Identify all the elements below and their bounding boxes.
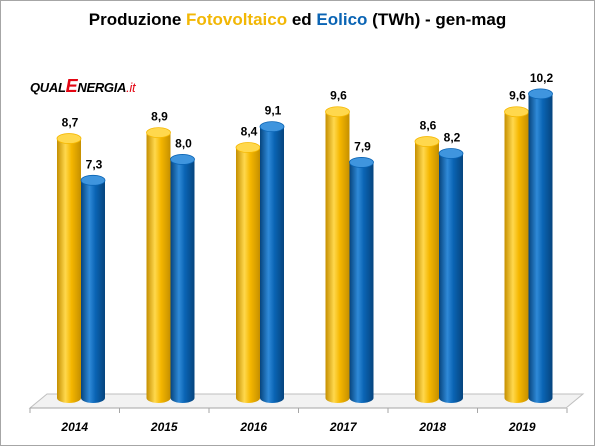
bar-top-pv-2014 [56,133,82,144]
bar-pv-2014 [57,138,81,403]
x-tick-label-2015: 2015 [150,420,178,434]
bar-pv-2015 [146,132,171,404]
value-label-wind-2018: 8,2 [444,130,461,144]
bar-wind-2018 [439,153,463,403]
bar-wind-2014 [81,180,105,403]
qualenergia-logo: QUALENERGIA.it [30,76,136,96]
bar-wind-2019 [528,93,553,403]
value-label-pv-2015: 8,9 [151,110,168,124]
value-label-wind-2017: 7,9 [354,139,371,153]
bar-top-pv-2019 [504,106,529,118]
title-period: - gen-mag [420,10,507,29]
bar-pv-2018 [415,141,439,403]
value-label-wind-2016: 9,1 [265,104,282,118]
title-unit: (TWh) [367,10,421,29]
title-wind: Eolico [316,10,368,29]
bar-top-wind-2017 [349,157,374,168]
value-label-wind-2015: 8,0 [175,136,192,150]
x-tick-label-2016: 2016 [239,420,267,434]
bar-top-pv-2016 [235,142,261,153]
value-label-pv-2016: 8,4 [241,125,258,139]
chart-title: Produzione Fotovoltaico ed Eolico (TWh) … [0,10,595,30]
bar-wind-2017 [349,162,374,403]
title-pv: Fotovoltaico [186,10,288,29]
x-tick-label-2019: 2019 [508,420,536,434]
bar-pv-2016 [236,147,260,403]
x-tick-label-2014: 2014 [60,420,88,434]
bar-top-wind-2018 [438,148,464,159]
value-label-wind-2019: 10,2 [530,71,554,85]
value-label-wind-2014: 7,3 [86,157,103,171]
bar-top-pv-2015 [146,127,171,139]
bar-top-wind-2015 [170,154,195,165]
bar-wind-2016 [260,126,284,404]
title-text-1: Produzione [88,10,187,29]
bar-pv-2019 [504,111,529,403]
bar-top-wind-2016 [259,121,285,133]
x-tick-label-2017: 2017 [329,420,358,434]
bar-top-pv-2017 [325,106,350,118]
bar-pv-2017 [325,111,350,403]
bar-top-wind-2019 [528,88,553,100]
value-label-pv-2017: 9,6 [330,89,347,103]
bar-wind-2015 [170,159,195,403]
value-label-pv-2014: 8,7 [62,116,79,130]
bar-top-wind-2014 [80,174,106,186]
bar-top-pv-2018 [414,136,440,147]
x-tick-label-2018: 2018 [418,420,446,434]
value-label-pv-2019: 9,6 [509,89,526,103]
value-label-pv-2018: 8,6 [420,119,437,133]
title-text-2: ed [287,10,317,29]
chart-floor [28,393,585,409]
